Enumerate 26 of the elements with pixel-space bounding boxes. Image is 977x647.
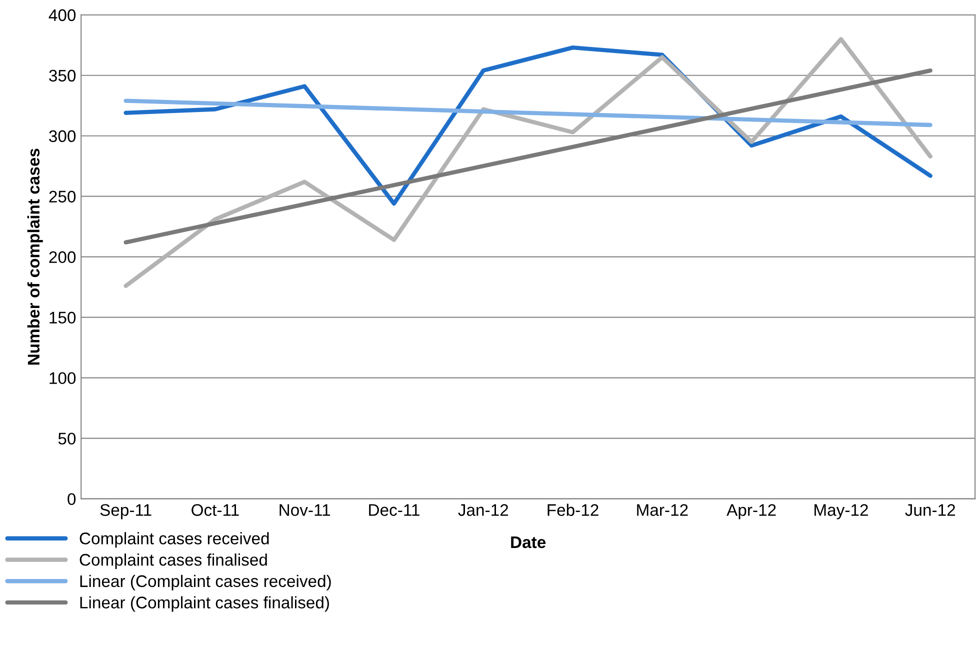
x-tick-label: Sep-11 bbox=[100, 504, 152, 520]
x-tick-label: Nov-11 bbox=[280, 504, 330, 516]
y-tick-label: 200 bbox=[49, 251, 76, 264]
y-tick-label: 300 bbox=[49, 130, 76, 142]
x-tick-label: Jun-12 bbox=[905, 504, 955, 516]
x-tick-label: May-12 bbox=[814, 504, 868, 520]
legend-label: Linear (Complaint cases received) bbox=[80, 574, 331, 590]
legend-label: Complaint cases received bbox=[80, 532, 269, 548]
y-tick-label: 0 bbox=[68, 493, 76, 506]
x-tick-label: Dec-11 bbox=[369, 504, 420, 516]
y-axis-title: Number of complaint cases bbox=[27, 148, 43, 365]
x-axis-title: Date bbox=[511, 536, 546, 548]
x-tick-label: Jan-12 bbox=[458, 504, 508, 516]
x-tick-label: Mar-12 bbox=[637, 504, 688, 516]
x-tick-label: Feb-12 bbox=[548, 504, 598, 516]
x-tick-label: Oct-11 bbox=[192, 504, 239, 516]
legend-label: Complaint cases finalised bbox=[80, 553, 267, 570]
x-tick-label: Apr-12 bbox=[726, 504, 776, 520]
y-tick-label: 100 bbox=[50, 372, 76, 384]
line-series bbox=[124, 36, 932, 288]
y-tick-label: 400 bbox=[48, 9, 76, 22]
y-tick-label: 50 bbox=[58, 432, 76, 445]
legend-label: Linear (Complaint cases finalised) bbox=[80, 596, 329, 612]
y-tick-label: 350 bbox=[49, 70, 76, 82]
y-tick-label: 250 bbox=[49, 190, 76, 203]
y-tick-label: 150 bbox=[50, 312, 76, 324]
